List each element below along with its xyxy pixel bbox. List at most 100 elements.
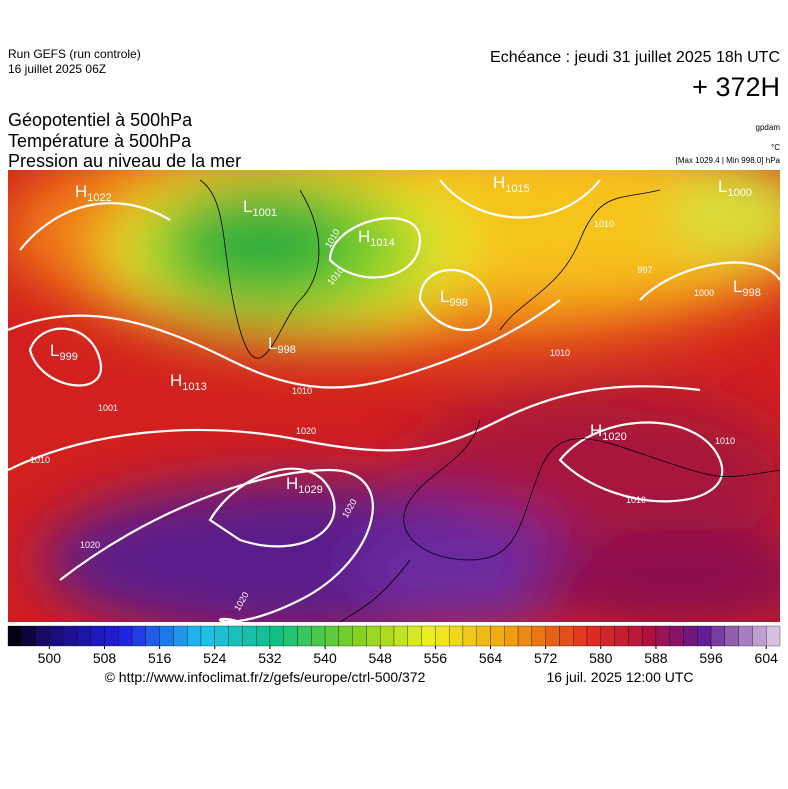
colorbar-swatch <box>710 625 726 647</box>
lead-time: + 372H <box>692 72 780 102</box>
colorbar-swatch <box>545 625 560 647</box>
colorbar-swatch <box>159 625 174 647</box>
field-title: Température à 500hPa <box>8 131 192 151</box>
center-kind: H <box>286 474 298 493</box>
unit-pressure: [Max 1029.4 | Min 998.0] hPa <box>676 156 781 165</box>
colorbar-swatch <box>655 625 670 647</box>
center-value: 1029 <box>298 484 322 496</box>
center-value: 1020 <box>602 431 626 443</box>
colorbar-swatch <box>118 625 133 647</box>
colorbar-swatch <box>614 625 629 647</box>
isobar-label: 1020 <box>296 426 316 436</box>
center-kind: L <box>733 277 742 296</box>
center-value: 1022 <box>87 192 111 204</box>
colorbar-swatch <box>145 625 160 647</box>
colorbar-tick-label: 500 <box>38 650 62 666</box>
colorbar-swatch <box>324 625 340 647</box>
center-kind: H <box>170 371 182 390</box>
pressure-center: H1022 <box>75 182 112 204</box>
colorbar-swatch <box>283 625 298 647</box>
isobar-label: 1010 <box>30 455 50 465</box>
center-value: 1000 <box>727 187 751 199</box>
colorbar-swatch <box>311 625 326 647</box>
center-kind: L <box>243 197 252 216</box>
source: © http://www.infoclimat.fr/z/gefs/europe… <box>105 669 426 685</box>
colorbar-swatch <box>421 625 436 647</box>
colorbar-swatch <box>462 625 477 647</box>
colorbar-swatch <box>173 625 188 647</box>
isobar-label: 1020 <box>80 540 100 550</box>
center-kind: H <box>75 182 87 201</box>
colorbar-swatch <box>269 625 284 647</box>
colorbar-tick-label: 604 <box>755 650 779 666</box>
isobar-label: 1001 <box>98 403 118 413</box>
colorbar-swatch <box>531 625 546 647</box>
isobar-label: 1010 <box>715 436 735 446</box>
colorbar-swatch <box>476 625 491 647</box>
isobars <box>8 179 780 622</box>
isobar-label: 1010 <box>550 348 570 358</box>
pressure-center: H1013 <box>170 371 207 393</box>
colorbar-swatch <box>586 625 601 647</box>
center-value: 999 <box>59 351 77 363</box>
colorbar-swatch <box>490 625 505 647</box>
pressure-center: L998 <box>268 334 296 356</box>
colorbar-swatch <box>35 625 50 647</box>
unit-geopotential: gpdam <box>756 123 781 132</box>
colorbar-tick-label: 524 <box>203 650 227 666</box>
colorbar-tick-label: 572 <box>534 650 558 666</box>
colorbar-tick-label: 532 <box>258 650 282 666</box>
colorbar-swatch <box>76 625 91 647</box>
colorbar-tick-label: 596 <box>699 650 723 666</box>
unit-temperature: °C <box>771 143 780 152</box>
colorbar-swatch <box>380 625 395 647</box>
colorbar-swatch <box>187 625 202 647</box>
colorbar-swatch <box>559 625 574 647</box>
colorbar-tick-label: 508 <box>93 650 117 666</box>
colorbar-swatch <box>641 625 657 647</box>
isobar-label: 1010 <box>594 219 614 229</box>
colorbar-swatch <box>600 625 615 647</box>
colorbar-tick-label: 580 <box>589 650 613 666</box>
center-kind: L <box>718 177 727 196</box>
colorbar-swatch <box>366 625 381 647</box>
pressure-center: L998 <box>440 287 468 309</box>
colorbar-tick-label: 548 <box>369 650 393 666</box>
colorbar-swatch <box>228 625 243 647</box>
colorbar-swatch <box>697 625 712 647</box>
colorbar-tick-label: 516 <box>148 650 172 666</box>
pressure-center: H1014 <box>358 227 395 249</box>
center-value: 1013 <box>182 381 206 393</box>
colorbar-swatch <box>242 625 257 647</box>
colorbar-swatch <box>752 625 767 647</box>
colorbar-tick-label: 556 <box>424 650 448 666</box>
colorbar-swatch <box>200 625 215 647</box>
colorbar-swatch <box>297 625 312 647</box>
isobar-label: 1010 <box>626 495 646 505</box>
colorbar-swatch <box>352 625 367 647</box>
colorbar-tick-label: 540 <box>313 650 337 666</box>
issued: 16 juil. 2025 12:00 UTC <box>546 669 693 685</box>
colorbar-tick-label: 564 <box>479 650 503 666</box>
center-value: 998 <box>277 344 295 356</box>
field-title: Géopotentiel à 500hPa <box>8 110 193 130</box>
field-title: Pression au niveau de la mer <box>8 151 241 171</box>
colorbar-swatch <box>7 625 22 647</box>
center-kind: H <box>590 421 602 440</box>
pressure-center: H1015 <box>493 173 530 195</box>
colorbar-swatch <box>683 625 698 647</box>
center-value: 1014 <box>370 237 394 249</box>
colorbar: 500 508 516 524 532 540 548 556 564 572 580 588 596 6… <box>7 625 781 666</box>
colorbar-swatch <box>766 625 781 647</box>
pressure-center: H1029 <box>286 474 323 496</box>
colorbar-swatch <box>49 625 64 647</box>
colorbar-swatch <box>255 625 271 647</box>
colorbar-swatch <box>504 625 519 647</box>
colorbar-swatch <box>338 625 353 647</box>
isobar-label: 1010 <box>292 386 312 396</box>
center-kind: L <box>440 287 449 306</box>
colorbar-swatch <box>435 625 450 647</box>
colorbar-swatch <box>90 625 105 647</box>
